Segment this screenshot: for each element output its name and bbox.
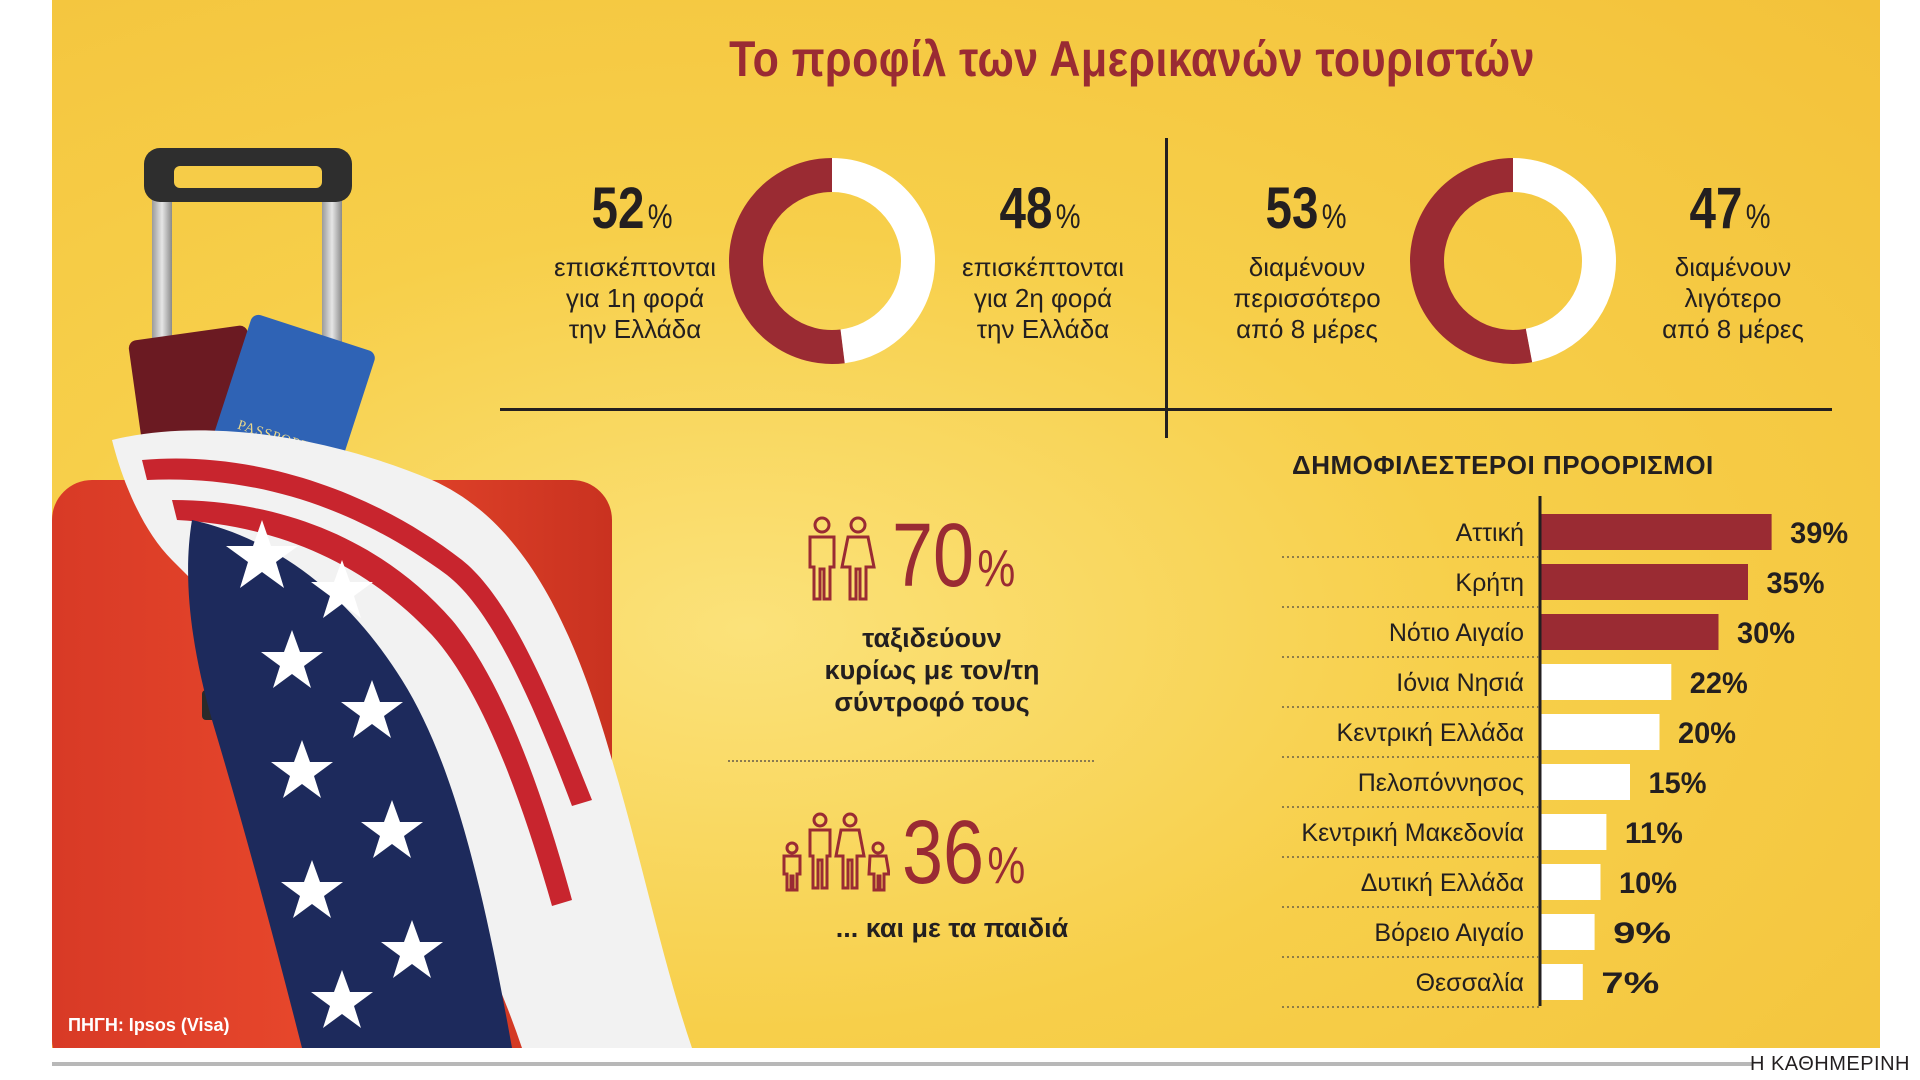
bar-value-label: 15% [1649,767,1707,800]
visits-second-desc: επισκέπτονται για 2η φορά την Ελλάδα [962,252,1124,344]
bottom-rule [52,1062,1752,1066]
travel-partner-desc: ταξιδεύουν κυρίως με τον/τη σύντροφό τους [824,623,1040,717]
stay-less-value: 47% [1689,176,1771,241]
brand-logo: Η ΚΑΘΗΜΕΡΙΝΗ [1749,1053,1910,1075]
bar-category-label: Κρήτη [1455,569,1524,597]
suitcase-flag-illustration: PASSPORT [52,148,692,1048]
bar-category-label: Πελοπόννησος [1358,769,1524,797]
travel-partner-value: 70% [892,506,1016,606]
vertical-divider [1165,138,1168,438]
destinations-bar-chart: Αττική 39% Κρήτη 35% Νότιο Αιγαίο 30% Ιόνια Νη… [1282,496,1848,1008]
bar-value-label: 39% [1790,517,1848,550]
bar-value-label: 30% [1737,617,1795,650]
stay-less-desc: διαμένουν λιγότερο από 8 μέρες [1662,252,1804,344]
visits-second-value: 48% [999,176,1081,241]
family-icon [782,812,890,892]
bar-value-label: 7% [1601,967,1659,1000]
bar-value-label: 9% [1613,917,1671,950]
bar-category-label: Αττική [1456,519,1524,547]
bar-6 [1541,814,1607,850]
stay-donut [1410,158,1616,364]
bar-value-label: 11% [1625,817,1683,850]
bar-category-label: Δυτική Ελλάδα [1361,869,1524,897]
travel-kids-desc: ... και με τα παιδιά [835,913,1069,943]
donut-slice-1 [729,158,935,364]
bar-category-label: Ιόνια Νησιά [1396,669,1524,697]
bar-1 [1541,564,1748,600]
visits-first-desc: επισκέπτονται για 1η φορά την Ελλάδα [554,252,716,344]
bar-3 [1541,664,1672,700]
dotted-separator [728,760,1094,762]
bar-value-label: 22% [1690,667,1748,700]
bar-8 [1541,914,1595,950]
bar-category-label: Κεντρική Ελλάδα [1337,719,1524,747]
source-note: ΠΗΓΗ: Ipsos (Visa) [68,1015,230,1035]
bar-2 [1541,614,1719,650]
bar-value-label: 10% [1619,867,1677,900]
stay-more-value: 53% [1265,176,1347,241]
bar-9 [1541,964,1583,1000]
bar-5 [1541,764,1630,800]
bar-chart-title: ΔΗΜΟΦΙΛΕΣΤΕΡΟΙ ΠΡΟΟΡΙΣΜΟΙ [1292,450,1714,480]
bar-7 [1541,864,1601,900]
bar-category-label: Βόρειο Αιγαίο [1374,919,1524,947]
infographic-frame: PASSPORT Το προφίλ των Αμερικανών τουρισ… [52,0,1880,1048]
donut-slice-1 [1410,158,1616,364]
bar-0 [1541,514,1772,550]
travel-kids-value: 36% [902,803,1026,903]
bar-category-label: Κεντρική Μακεδονία [1301,819,1524,847]
stay-more-desc: διαμένουν περισσότερο από 8 μέρες [1233,252,1381,344]
page-title: Το προφίλ των Αμερικανών τουριστών [729,31,1535,87]
bar-4 [1541,714,1660,750]
bar-value-label: 20% [1678,717,1736,750]
couple-icon [808,516,876,601]
horizontal-divider [500,408,1832,411]
visits-donut [729,158,935,364]
visits-first-value: 52% [591,176,673,241]
bar-category-label: Θεσσαλία [1416,969,1524,997]
bar-category-label: Νότιο Αιγαίο [1389,619,1524,647]
bar-value-label: 35% [1767,567,1825,600]
